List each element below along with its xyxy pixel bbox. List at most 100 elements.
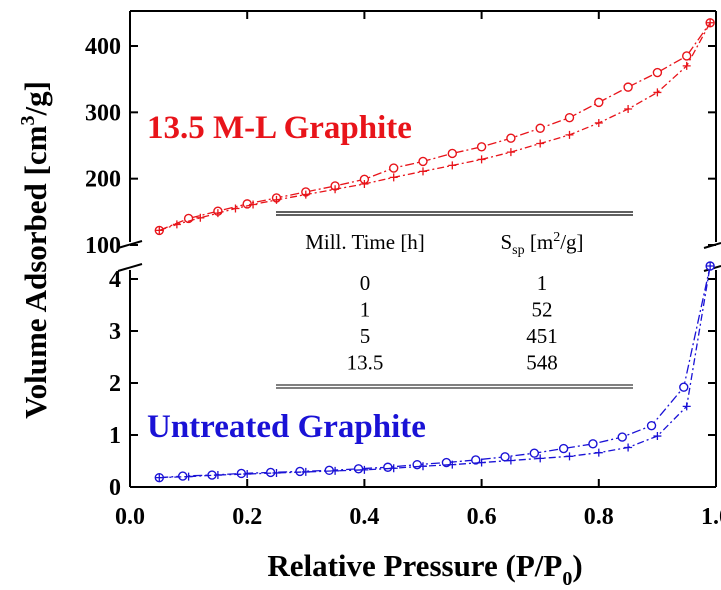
milled-graphite-plus-point: [331, 185, 340, 194]
untreated-graphite-circle-point: [646, 420, 657, 431]
x-tick-label: 0.4: [349, 504, 379, 530]
plot-frame: [129, 10, 717, 488]
milled-graphite-circle-point: [418, 156, 428, 167]
milled-graphite-plus-point: [249, 200, 258, 209]
y-tick-label: 3: [109, 319, 121, 345]
untreated-graphite-plus-point: [419, 462, 427, 471]
untreated-graphite-plus-point: [155, 473, 164, 482]
milled-graphite-plus-point: [448, 161, 457, 170]
x-tick-label: 0.6: [467, 504, 497, 530]
milled-graphite-circle-point: [389, 163, 399, 173]
milled-graphite-circle-point: [564, 112, 575, 123]
untreated-graphite-plus-point: [213, 471, 222, 480]
milled-graphite-circle-point: [682, 51, 692, 61]
untreated-graphite-plus-point: [272, 468, 281, 477]
milled-graphite-plus-point: [213, 209, 222, 218]
x-tick-label: 0.2: [232, 504, 262, 530]
milled-graphite-plus-point: [706, 18, 715, 27]
upper-series-title: 13.5 M-L Graphite: [147, 110, 412, 146]
milled-graphite-circle-point: [447, 148, 457, 159]
milled-graphite-plus-point: [682, 61, 691, 70]
series-layer: [154, 18, 715, 483]
milled-graphite-series-line: [159, 22, 711, 232]
untreated-graphite-plus-point: [331, 466, 340, 475]
milled-graphite-plus-point: [565, 130, 574, 139]
x-tick-label: 1.0: [701, 504, 721, 530]
x-axis-title: Relative Pressure (P/P0): [267, 548, 582, 590]
milled-graphite-plus-point: [506, 148, 515, 157]
y-tick-label: 4: [109, 267, 121, 293]
table-cell-mill-time: 5: [360, 324, 371, 348]
milled-graphite-circle-point: [652, 67, 663, 78]
y-tick-label: 400: [85, 34, 121, 60]
milled-graphite-plus-point: [594, 118, 603, 127]
untreated-graphite-plus-point: [184, 472, 193, 481]
milled-graphite-plus-point: [196, 213, 205, 222]
untreated-graphite-plus-point: [624, 443, 633, 452]
untreated-graphite-plus-point: [653, 432, 662, 441]
milled-graphite-plus-point: [360, 179, 369, 188]
milled-graphite-plus-point: [301, 190, 310, 199]
milled-graphite-plus-point: [653, 88, 662, 97]
untreated-graphite-series-line: [159, 265, 711, 479]
untreated-graphite-circle-point: [558, 443, 569, 454]
milled-graphite-circle-point: [623, 82, 633, 92]
milled-graphite-circle-point: [476, 142, 487, 152]
untreated-graphite-plus-point: [565, 452, 574, 461]
table-cell-mill-time: 13.5: [347, 351, 384, 375]
milled-graphite-plus-point: [172, 220, 181, 229]
milled-graphite-plus-point: [389, 173, 398, 182]
milled-graphite-series-line: [159, 22, 711, 232]
y-tick-label: 200: [85, 167, 121, 193]
untreated-graphite-circle-point: [500, 452, 510, 462]
milled-graphite-plus-point: [536, 139, 545, 148]
y-tick-label: 1: [109, 423, 121, 449]
untreated-graphite-circle-point: [679, 382, 689, 392]
left-break-mark: [117, 263, 143, 272]
untreated-graphite-circle-point: [383, 462, 393, 472]
untreated-graphite-circle-point: [529, 448, 540, 458]
table-cell-ssp: 1: [537, 271, 548, 295]
milled-graphite-circle-point: [506, 133, 516, 143]
milled-graphite-circle-point: [242, 199, 252, 209]
table-cell-mill-time: 1: [360, 298, 371, 322]
x-tick-label: 0.8: [584, 504, 614, 530]
y-tick-label: 0: [109, 475, 121, 501]
untreated-graphite-plus-point: [360, 465, 369, 474]
table-header-ssp: Ssp [m2/g]: [500, 230, 583, 258]
y-tick-label: 2: [109, 371, 121, 397]
table-cell-ssp: 52: [532, 298, 553, 322]
milled-graphite-plus-point: [419, 167, 427, 176]
table-cell-ssp: 548: [526, 351, 558, 375]
axis-ticks: 0.0 0.2 0.4 0.6 0.8 1.0 100 200 300 400 0 1 2 3 4: [85, 11, 721, 530]
untreated-graphite-plus-point: [448, 460, 457, 469]
untreated-graphite-plus-point: [536, 454, 545, 463]
milled-graphite-circle-point: [535, 123, 545, 133]
untreated-graphite-plus-point: [682, 402, 691, 411]
table-header-mill-time: Mill. Time [h]: [305, 230, 425, 254]
untreated-graphite-circle-point: [353, 464, 364, 474]
table-cell-mill-time: 0: [360, 271, 371, 295]
untreated-graphite-series-line: [159, 265, 711, 479]
y-tick-label: 300: [85, 100, 121, 126]
untreated-graphite-plus-point: [243, 470, 252, 478]
y-axis-title: Volume Adsorbed [cm3/g]: [17, 81, 53, 419]
untreated-graphite-plus-point: [594, 448, 603, 457]
untreated-graphite-plus-point: [301, 467, 310, 476]
untreated-graphite-plus-point: [506, 456, 515, 465]
untreated-graphite-plus-point: [389, 464, 398, 473]
lower-series-title: Untreated Graphite: [147, 409, 426, 445]
milled-graphite-plus-point: [477, 155, 486, 164]
x-tick-label: 0.0: [115, 504, 145, 530]
untreated-graphite-circle-point: [617, 432, 627, 442]
untreated-graphite-circle-point: [588, 439, 598, 449]
milled-graphite-plus-point: [155, 226, 164, 235]
mill-time-table: Mill. Time [h] Ssp [m2/g] 0 1 1 52 5 451 13.5 5…: [276, 211, 633, 389]
table-body: 0 1 1 52 5 451 13.5 548: [347, 271, 558, 375]
milled-graphite-plus-point: [231, 204, 240, 213]
untreated-graphite-plus-point: [706, 262, 715, 270]
untreated-graphite-plus-point: [477, 458, 486, 467]
milled-graphite-circle-point: [594, 97, 604, 108]
y-tick-label: 100: [85, 233, 121, 259]
